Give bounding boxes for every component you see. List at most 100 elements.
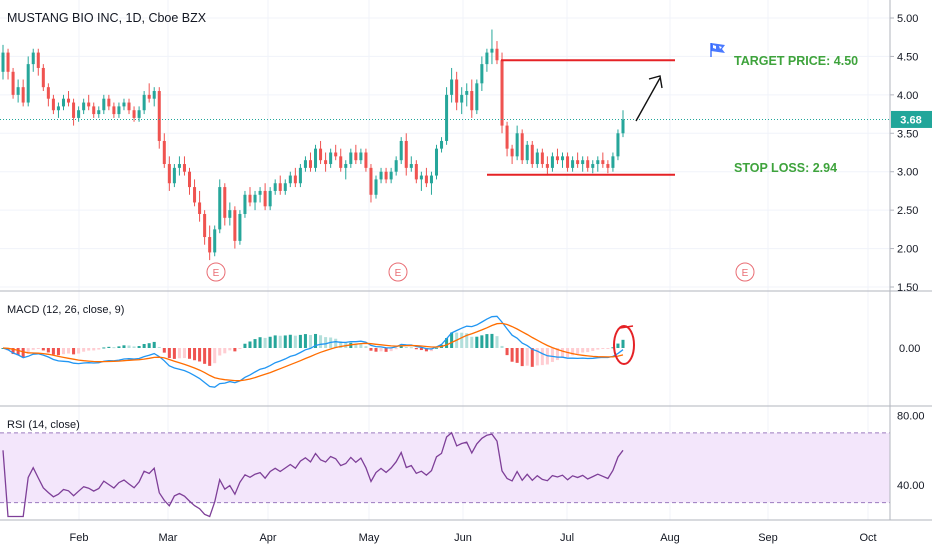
candle bbox=[586, 156, 590, 172]
stop-loss-label: STOP LOSS: 2.94 bbox=[734, 161, 837, 175]
candle-body bbox=[414, 164, 418, 180]
candle bbox=[566, 152, 570, 172]
macd-histogram-bar bbox=[223, 348, 227, 354]
candle-body bbox=[238, 213, 242, 241]
macd-tick-label: 0.00 bbox=[899, 343, 920, 355]
candle bbox=[11, 67, 15, 99]
macd-histogram-bar bbox=[77, 348, 81, 354]
earnings-marker-1[interactable]: E bbox=[206, 262, 226, 282]
candles-group bbox=[1, 29, 625, 261]
candle bbox=[480, 56, 484, 92]
candle bbox=[434, 144, 439, 180]
candle-body bbox=[36, 52, 40, 68]
rsi-tick-label: 40.00 bbox=[897, 480, 925, 492]
time-tick-label: Oct bbox=[859, 532, 876, 544]
macd-histogram-bar bbox=[414, 348, 418, 350]
macd-histogram-bar bbox=[293, 335, 297, 348]
macd-histogram-bar bbox=[510, 348, 514, 362]
candle bbox=[354, 144, 358, 165]
macd-histogram-bar bbox=[596, 348, 600, 350]
candle-body bbox=[56, 106, 60, 111]
candle bbox=[177, 156, 181, 176]
candle-body bbox=[591, 164, 595, 168]
candle-body bbox=[92, 106, 96, 115]
rsi-title: RSI (14, close) bbox=[7, 419, 80, 431]
macd-line bbox=[2, 315, 624, 388]
macd-histogram-bar bbox=[56, 348, 60, 356]
macd-histogram-bar bbox=[324, 337, 328, 348]
candle-body bbox=[293, 175, 297, 184]
earnings-marker-3[interactable]: E bbox=[735, 262, 755, 282]
last-price-badge: 3.68 bbox=[891, 110, 932, 128]
candle bbox=[374, 175, 378, 199]
candle bbox=[228, 202, 232, 226]
candle bbox=[51, 94, 55, 115]
candle bbox=[339, 148, 343, 172]
candle bbox=[359, 148, 363, 165]
candle-body bbox=[273, 183, 277, 191]
candle-body bbox=[1, 52, 5, 72]
candle bbox=[485, 48, 489, 72]
macd-histogram-bar bbox=[51, 348, 55, 355]
candle bbox=[112, 102, 116, 118]
macd-histogram-bar bbox=[117, 346, 121, 348]
price-tick-label: 3.00 bbox=[897, 167, 918, 179]
candle bbox=[591, 160, 595, 174]
candle bbox=[571, 156, 575, 172]
macd-histogram-bar bbox=[127, 345, 131, 348]
candle-body bbox=[233, 210, 237, 241]
macd-histogram-bar bbox=[298, 334, 302, 348]
candle-body bbox=[263, 190, 267, 207]
candle-body bbox=[460, 94, 464, 103]
macd-histogram-bar bbox=[384, 348, 388, 352]
candle bbox=[6, 48, 10, 80]
macd-histogram-bar bbox=[258, 337, 262, 348]
earnings-marker-2[interactable]: E bbox=[388, 262, 408, 282]
macd-histogram-bar bbox=[233, 348, 237, 352]
candle-body bbox=[429, 175, 433, 184]
candle-body bbox=[21, 87, 25, 103]
candle bbox=[203, 210, 207, 245]
candle bbox=[21, 79, 25, 107]
candle-body bbox=[268, 190, 272, 207]
target-price-label: TARGET PRICE: 4.50 bbox=[734, 54, 858, 68]
candle bbox=[495, 41, 499, 65]
time-tick-label: Apr bbox=[259, 532, 276, 544]
price-tick-label: 1.50 bbox=[897, 282, 918, 294]
candle bbox=[268, 187, 272, 211]
candle-body bbox=[77, 110, 81, 118]
candle bbox=[187, 167, 192, 195]
candle bbox=[409, 156, 413, 172]
macd-histogram-bar bbox=[132, 346, 136, 348]
time-tick-label: Jul bbox=[560, 532, 574, 544]
macd-histogram-bar bbox=[409, 347, 413, 349]
macd-histogram-bar bbox=[61, 348, 65, 355]
macd-histogram-bar bbox=[238, 348, 242, 349]
candle-body bbox=[147, 94, 151, 99]
candle-body bbox=[167, 164, 171, 184]
price-tick-label: 3.50 bbox=[897, 128, 918, 140]
earnings-marker-label: E bbox=[213, 268, 220, 279]
macd-histogram-bar bbox=[283, 335, 287, 348]
candle-body bbox=[409, 164, 413, 168]
macd-histogram-bar bbox=[228, 348, 232, 351]
candle-body bbox=[137, 110, 141, 118]
candle bbox=[36, 48, 40, 76]
candle bbox=[117, 102, 121, 118]
macd-histogram-bar bbox=[112, 347, 116, 349]
candle-body bbox=[177, 164, 181, 168]
candle bbox=[510, 144, 514, 165]
candle bbox=[72, 98, 76, 126]
candle-body bbox=[359, 152, 363, 161]
macd-histogram-bar bbox=[621, 339, 625, 348]
candle-body bbox=[500, 60, 504, 126]
candle bbox=[424, 167, 428, 188]
candle-body bbox=[621, 119, 625, 134]
time-tick-label: Sep bbox=[758, 532, 778, 544]
candle-body bbox=[117, 106, 121, 115]
candle bbox=[157, 87, 161, 149]
candle bbox=[515, 125, 519, 161]
candle bbox=[258, 187, 262, 203]
candle bbox=[500, 52, 504, 134]
candle-body bbox=[616, 133, 620, 157]
